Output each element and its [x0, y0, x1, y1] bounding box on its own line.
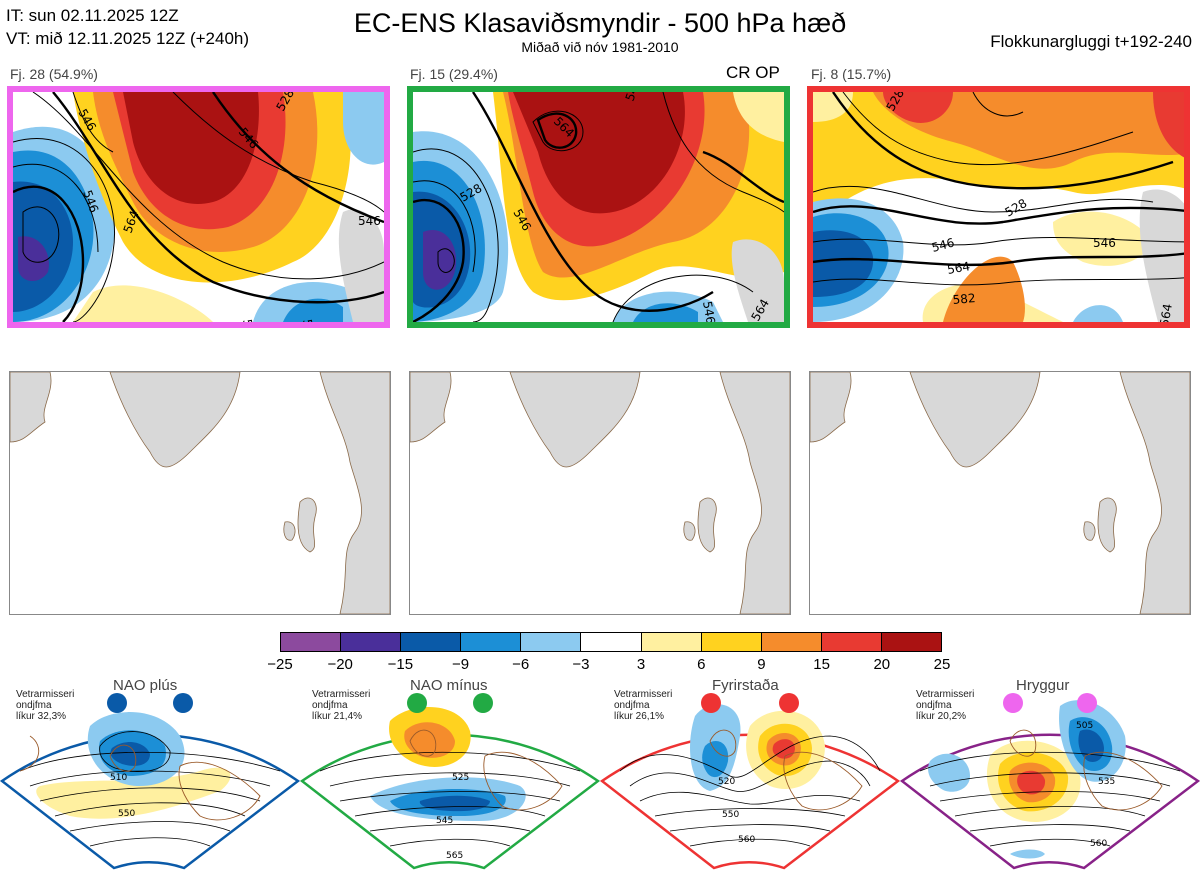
anomaly-map-2	[409, 371, 791, 615]
cluster-3-label: Fj. 8 (15.7%)	[811, 66, 892, 82]
colorbar-tick-label: 9	[757, 656, 766, 673]
cluster-2-crop-label: CR OP	[726, 63, 780, 82]
regime-blocking: 520 550 560	[600, 676, 900, 871]
page-subtitle: Miðað við nóv 1981-2010	[521, 39, 679, 55]
regime-name-nao-minus: NAO mínus	[410, 677, 488, 694]
cluster-2-map: 564 546 528 546 546 564	[407, 86, 790, 328]
anomaly-map-1	[9, 371, 391, 615]
contour-label: 564	[240, 318, 258, 322]
header-info: IT: sun 02.11.2025 12Z VT: mið 12.11.202…	[6, 4, 249, 50]
cluster-3-map: 528 528 546 546 564 582 564	[807, 86, 1190, 328]
contour-label: 546	[1093, 236, 1116, 250]
colorbar-swatch	[701, 633, 762, 651]
colorbar-swatch	[521, 633, 582, 651]
contour-label: 546	[300, 318, 318, 322]
regime-info-nao-minus: Vetrarmisseri ondjfma líkur 21,4%	[312, 689, 371, 722]
contour-label: 528	[1003, 196, 1030, 220]
colorbar-tick-label: −6	[512, 656, 530, 673]
colorbar-tick-label: −3	[572, 656, 590, 673]
regime-contour-label: 560	[738, 835, 755, 845]
regime-contour-label: 525	[452, 773, 469, 783]
colorbar-tick-label: −20	[327, 656, 353, 673]
colorbar-swatch	[401, 633, 462, 651]
regime-contour-label: 535	[1098, 777, 1115, 787]
regime-contour-label: 510	[110, 773, 127, 783]
colorbar-swatch	[821, 633, 882, 651]
colorbar-swatch	[341, 633, 402, 651]
colorbar-swatch	[581, 633, 642, 651]
contour-label: 582	[952, 291, 976, 307]
regime-info-blocking: Vetrarmisseri ondjfma líkur 26,1%	[614, 689, 673, 722]
colorbar-swatch	[881, 633, 942, 651]
regime-contour-label: 565	[446, 851, 463, 861]
regime-nao-minus: 525 545 565	[300, 676, 600, 871]
colorbar-swatch	[281, 633, 342, 651]
colorbar-tick-label: 25	[933, 656, 951, 673]
regime-ridge: 505 535 560	[900, 676, 1200, 871]
cluster-2-label: Fj. 15 (29.4%)	[410, 66, 498, 82]
regime-name-blocking: Fyrirstaða	[712, 677, 779, 694]
colorbar-swatch	[461, 633, 522, 651]
regime-info-nao-plus: Vetrarmisseri ondjfma líkur 32,3%	[16, 689, 75, 722]
colorbar-tick-label: 3	[636, 656, 646, 673]
colorbar-tick-label: −15	[387, 656, 414, 673]
contour-label: 546	[623, 92, 644, 103]
colorbar-swatch	[641, 633, 702, 651]
classification-window: Flokkunargluggi t+192-240	[990, 32, 1192, 51]
regime-contour-label: 505	[1076, 721, 1093, 731]
anomaly-map-3	[809, 371, 1191, 615]
contour-label: 546	[700, 300, 718, 322]
regime-name-nao-plus: NAO plús	[113, 677, 178, 694]
regime-contour-label: 560	[1090, 839, 1107, 849]
colorbar-tick-label: −9	[451, 656, 470, 673]
cluster-1-label: Fj. 28 (54.9%)	[10, 66, 98, 82]
anomaly-colorbar	[280, 632, 942, 652]
contour-label: 546	[930, 235, 956, 254]
regime-contour-label: 550	[722, 810, 739, 820]
contour-label: 564	[946, 259, 971, 277]
contour-label: 564	[1157, 303, 1175, 322]
valid-time: VT: mið 12.11.2025 12Z (+240h)	[6, 29, 250, 48]
colorbar-swatch	[761, 633, 822, 651]
colorbar-tick-label: −25	[267, 656, 293, 673]
regime-contour-label: 520	[718, 777, 735, 787]
regime-info-ridge: Vetrarmisseri ondjfma líkur 20,2%	[916, 689, 975, 722]
colorbar-tick-label: 15	[813, 656, 830, 673]
cluster-1-map: 546 528 546 546 564 546 564 546	[7, 86, 390, 328]
regime-contour-label: 545	[436, 816, 453, 826]
contour-label: 546	[358, 214, 381, 228]
colorbar-tick-label: 20	[873, 656, 891, 673]
regime-name-ridge: Hryggur	[1016, 677, 1070, 694]
initial-time: IT: sun 02.11.2025 12Z	[6, 6, 179, 25]
regime-contour-label: 550	[118, 809, 135, 819]
colorbar-tick-label: 6	[697, 656, 706, 673]
regime-nao-plus: 510 550	[0, 676, 300, 871]
page-title: EC-ENS Klasaviðsmyndir - 500 hPa hæð	[353, 8, 847, 38]
